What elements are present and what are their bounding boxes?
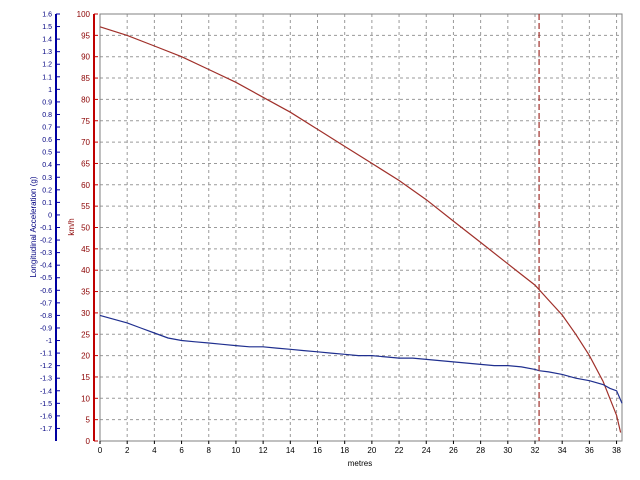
x-tick-label: 8: [207, 446, 212, 455]
accel-tick-label: -0.3: [40, 250, 52, 257]
x-axis: 0 2 4 6 8 10 12 14 16 18 20 22 24 26 28 30 32 34 36 38: [98, 441, 622, 455]
x-tick-label: 38: [612, 446, 621, 455]
accel-tick-label: -1.1: [40, 351, 52, 358]
speed-axis: 1009590858075706560555045403530252015105…: [77, 10, 98, 446]
accel-tick-label: -0.6: [40, 288, 52, 295]
x-tick-label: 12: [259, 446, 268, 455]
speed-tick-label: 75: [81, 117, 90, 126]
speed-tick-label: 25: [81, 330, 90, 339]
accel-tick-label: -1.2: [40, 363, 52, 370]
x-tick-label: 26: [449, 446, 458, 455]
x-tick-label: 30: [503, 446, 512, 455]
speed-tick-label: 40: [81, 266, 90, 275]
x-tick-label: 34: [558, 446, 567, 455]
speed-tick-label: 95: [81, 31, 90, 40]
x-tick-label: 0: [98, 446, 103, 455]
x-tick-label: 20: [367, 446, 376, 455]
x-tick-label: 4: [152, 446, 157, 455]
x-tick-label: 18: [340, 446, 349, 455]
speed-series-line: [99, 26, 622, 433]
speed-tick-label: 35: [81, 288, 90, 297]
accel-tick-label: 1.5: [42, 24, 52, 31]
x-tick-label: 32: [531, 446, 540, 455]
accel-tick-label: 0.5: [42, 150, 52, 157]
acceleration-series-line: [99, 314, 623, 404]
accel-axis-title: Longitudinal Acceleration (g): [29, 176, 38, 277]
x-tick-label: 6: [179, 446, 184, 455]
accel-tick-label: 1.4: [42, 37, 52, 44]
accel-tick-label: -0.7: [40, 300, 52, 307]
x-tick-label: 28: [476, 446, 485, 455]
x-tick-label: 10: [231, 446, 240, 455]
speed-tick-label: 65: [81, 159, 90, 168]
accel-tick-label: -0.4: [40, 263, 52, 270]
accel-tick-label: 0.9: [42, 99, 52, 106]
accel-tick-label: -0.1: [40, 225, 52, 232]
accel-tick-label: -0.2: [40, 238, 52, 245]
x-axis-title: metres: [348, 459, 372, 468]
accel-tick-label: -1.6: [40, 413, 52, 420]
accel-tick-label: -1.7: [40, 426, 52, 433]
accel-tick-label: 1.3: [42, 49, 52, 56]
acceleration-axis: 1.6 1.5 1.4 1.3 1.2 1.1 1 0.9 0.8 0.7 0.6 0.5 0.4 0.3…: [40, 12, 60, 441]
x-tick-label: 14: [286, 446, 295, 455]
accel-tick-label: -1.5: [40, 401, 52, 408]
speed-tick-label: 85: [81, 74, 90, 83]
grid: [99, 13, 623, 442]
speed-tick-label: 80: [81, 95, 90, 104]
speed-tick-label: 50: [81, 224, 90, 233]
speed-tick-label: 0: [86, 437, 91, 446]
x-tick-label: 2: [125, 446, 130, 455]
speed-tick-label: 5: [86, 416, 91, 425]
speed-tick-label: 15: [81, 373, 90, 382]
accel-tick-label: -1.4: [40, 388, 52, 395]
accel-tick-label: 0.7: [42, 125, 52, 132]
accel-tick-label: 1: [48, 87, 52, 94]
speed-tick-label: 30: [81, 309, 90, 318]
accel-tick-label: 0.1: [42, 200, 52, 207]
accel-tick-label: -1.3: [40, 376, 52, 383]
accel-tick-label: 0.2: [42, 187, 52, 194]
accel-tick-label: -1: [46, 338, 52, 345]
speed-tick-label: 55: [81, 202, 90, 211]
speed-tick-label: 100: [77, 10, 91, 19]
accel-tick-label: -0.5: [40, 275, 52, 282]
series: [99, 26, 623, 433]
accel-tick-label: 0.3: [42, 175, 52, 182]
accel-tick-label: -0.8: [40, 313, 52, 320]
x-tick-label: 24: [422, 446, 431, 455]
speed-tick-label: 20: [81, 352, 90, 361]
accel-tick-label: -0.9: [40, 325, 52, 332]
plot-frame: [99, 13, 623, 442]
speed-tick-label: 60: [81, 181, 90, 190]
x-tick-label: 16: [313, 446, 322, 455]
accel-tick-label: 1.2: [42, 62, 52, 69]
speed-tick-label: 10: [81, 394, 90, 403]
accel-tick-label: 0: [48, 212, 52, 219]
accel-tick-label: 1.1: [42, 74, 52, 81]
accel-tick-label: 0.6: [42, 137, 52, 144]
speed-axis-title: km/h: [67, 218, 76, 235]
speed-tick-label: 70: [81, 138, 90, 147]
accel-tick-label: 0.8: [42, 112, 52, 119]
speed-tick-label: 45: [81, 245, 90, 254]
speed-tick-label: 90: [81, 53, 90, 62]
x-tick-label: 36: [585, 446, 594, 455]
x-tick-label: 22: [395, 446, 404, 455]
accel-tick-label: 1.6: [42, 12, 52, 19]
accel-tick-label: 0.4: [42, 162, 52, 169]
